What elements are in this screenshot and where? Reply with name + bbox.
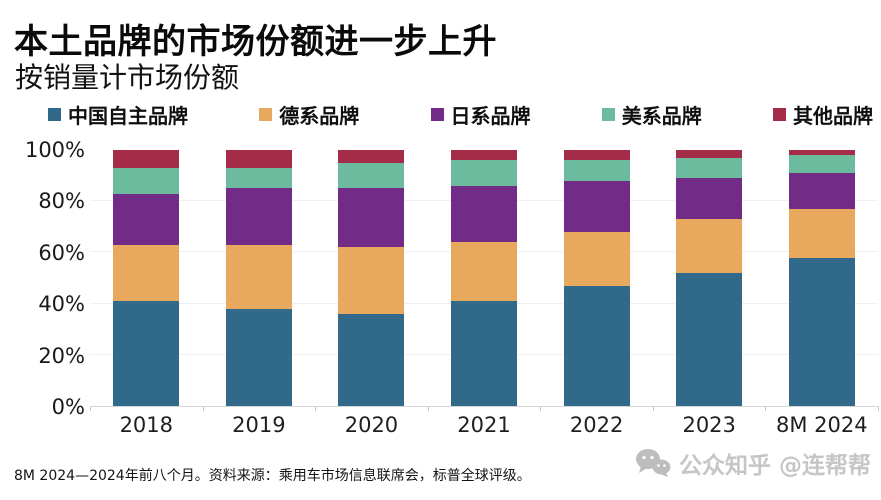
x-axis: 2018 2019 2020 2021 2022 2023 8M 2024 [90, 413, 878, 437]
legend-label: 日系品牌 [450, 103, 531, 128]
bar-segment-us [338, 162, 405, 189]
x-tick-label: 2019 [232, 413, 286, 437]
axis-tick [427, 406, 429, 411]
bar-stack [113, 150, 180, 406]
bar-segment-us [676, 157, 743, 179]
bar-segment-other [113, 150, 180, 168]
bar-stack [338, 150, 405, 406]
bar-segment-cn [113, 301, 180, 406]
bar-segment-cn [563, 285, 630, 406]
axis-tick [765, 406, 767, 411]
bar-stack [225, 150, 292, 406]
bar-segment-jp [225, 188, 292, 245]
bar-segment-de [676, 219, 743, 273]
legend-item-cn: 中国自主品牌 [48, 100, 188, 129]
bar-segment-de [113, 244, 180, 302]
legend-swatch-icon [430, 107, 444, 121]
bar-segment-jp [676, 178, 743, 220]
y-tick-label: 40% [38, 292, 85, 317]
bar-segment-cn [451, 301, 518, 406]
bar-segment-de [338, 247, 405, 314]
bar-segment-other [451, 150, 518, 161]
watermark: 公众知乎 @连帮帮 [635, 446, 871, 480]
axis-tick [202, 406, 204, 411]
x-tick-label: 8M 2024 [775, 413, 868, 437]
bar-segment-us [225, 167, 292, 189]
bar-cells [90, 150, 878, 406]
legend-item-us: 美系品牌 [601, 100, 702, 129]
chart-subtitle: 按销量计市场份额 [15, 61, 240, 94]
bar-segment-us [788, 155, 855, 174]
bar-stack [676, 150, 743, 406]
bar-segment-de [451, 242, 518, 302]
legend: 中国自主品牌 德系品牌 日系品牌 美系品牌 其他品牌 [48, 100, 873, 129]
legend-item-jp: 日系品牌 [430, 100, 531, 129]
bar-cell-8m-2024 [765, 150, 878, 406]
y-axis: 0% 20% 40% 60% 80% 100% [0, 138, 85, 419]
bar-segment-us [451, 160, 518, 186]
bar-cell-2018 [90, 150, 203, 406]
bar-stack [563, 150, 630, 406]
axis-tick [878, 406, 879, 411]
bar-cell-2020 [315, 150, 428, 406]
legend-label: 中国自主品牌 [68, 103, 188, 128]
bar-cell-2021 [428, 150, 541, 406]
y-tick-label: 0% [51, 395, 85, 419]
axis-tick [90, 406, 91, 411]
bar-segment-us [563, 160, 630, 181]
legend-swatch-icon [259, 107, 273, 121]
bar-segment-jp [338, 188, 405, 248]
bar-stack [788, 150, 855, 406]
bar-segment-cn [788, 257, 855, 406]
x-tick-label: 2018 [119, 413, 174, 437]
bar-segment-other [338, 150, 405, 163]
legend-label: 德系品牌 [279, 103, 360, 128]
legend-item-de: 德系品牌 [259, 100, 359, 129]
bar-segment-other [788, 150, 855, 156]
y-tick-label: 80% [38, 189, 85, 214]
x-tick-label: 2023 [682, 413, 736, 437]
bar-segment-de [563, 231, 630, 286]
bar-segment-jp [563, 180, 630, 232]
axis-tick [652, 406, 654, 411]
legend-swatch-icon [773, 107, 786, 121]
bar-cell-2019 [203, 150, 316, 406]
bar-stack [451, 150, 518, 406]
legend-swatch-icon [48, 107, 61, 121]
y-tick-label: 20% [38, 343, 85, 368]
bar-segment-de [225, 244, 292, 309]
legend-label: 美系品牌 [621, 103, 702, 128]
bar-cell-2022 [540, 150, 653, 406]
bar-cell-2023 [653, 150, 766, 406]
bar-segment-jp [451, 185, 518, 243]
plot-area [90, 150, 879, 411]
y-tick-label: 100% [24, 138, 85, 162]
watermark-text: 公众知乎 @连帮帮 [678, 453, 871, 479]
x-tick-label: 2020 [344, 413, 399, 437]
bar-segment-other [225, 150, 292, 168]
axis-tick [540, 406, 542, 411]
legend-label: 其他品牌 [793, 103, 873, 128]
axis-tick [315, 406, 317, 411]
legend-swatch-icon [601, 107, 615, 121]
bar-segment-other [563, 150, 630, 161]
wechat-icon [635, 449, 671, 477]
legend-item-other: 其他品牌 [773, 100, 873, 129]
bar-segment-cn [676, 272, 743, 406]
x-tick-label: 2021 [457, 413, 511, 437]
chart-title: 本土品牌的市场份额进一步上升 [14, 22, 497, 62]
bar-segment-cn [338, 313, 405, 406]
bar-segment-jp [113, 193, 180, 245]
y-tick-label: 60% [38, 240, 85, 265]
source-note: 8M 2024—2024年前八个月。资料来源：乘用车市场信息联席会，标普全球评级… [14, 468, 531, 484]
bar-segment-cn [225, 308, 292, 406]
bar-segment-us [113, 167, 180, 194]
bar-segment-de [788, 208, 855, 258]
bar-segment-other [676, 150, 743, 158]
bar-segment-jp [788, 173, 855, 209]
x-tick-label: 2022 [569, 413, 624, 437]
